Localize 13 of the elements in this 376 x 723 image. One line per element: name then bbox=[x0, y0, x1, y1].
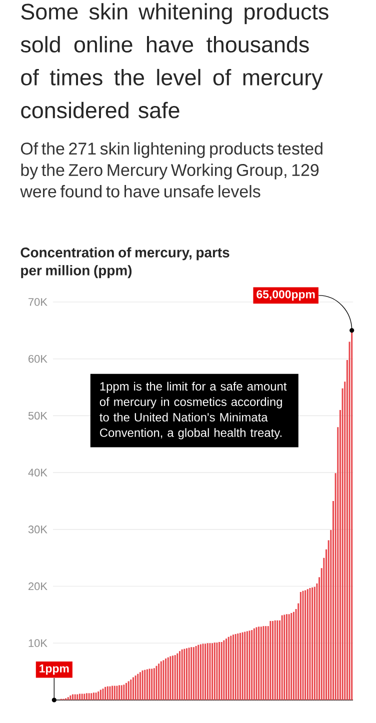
y-tick-label: 20K bbox=[28, 582, 48, 590]
y-tick-label: 40K bbox=[28, 468, 48, 476]
chart-subtitle: Of the 271 skin lightening products tested by the Zero Mercury Working Group, 129 were found to have unsafe levels bbox=[20, 142, 322, 198]
y-axis-title: Concentration of mercury, parts per million (ppm) bbox=[20, 247, 230, 278]
y-tick-label: 70K bbox=[28, 298, 48, 306]
annotation: 1ppm bbox=[40, 664, 69, 675]
annotation: 1ppm is the limit for a safe amount of mercury in cosmetics according to the United Nation's Minimata Convention, a global health treaty. bbox=[100, 382, 287, 440]
text: 65,000ppm bbox=[256, 290, 315, 301]
y-tick-label: 30K bbox=[28, 526, 48, 534]
y-tick-label: 10K bbox=[28, 639, 48, 648]
chart-title: Some skin whitening products sold online have thousands of times the level of mercury considered safe bbox=[20, 3, 328, 118]
y-tick-label: 50K bbox=[28, 412, 48, 420]
y-tick-label: 60K bbox=[28, 354, 48, 363]
